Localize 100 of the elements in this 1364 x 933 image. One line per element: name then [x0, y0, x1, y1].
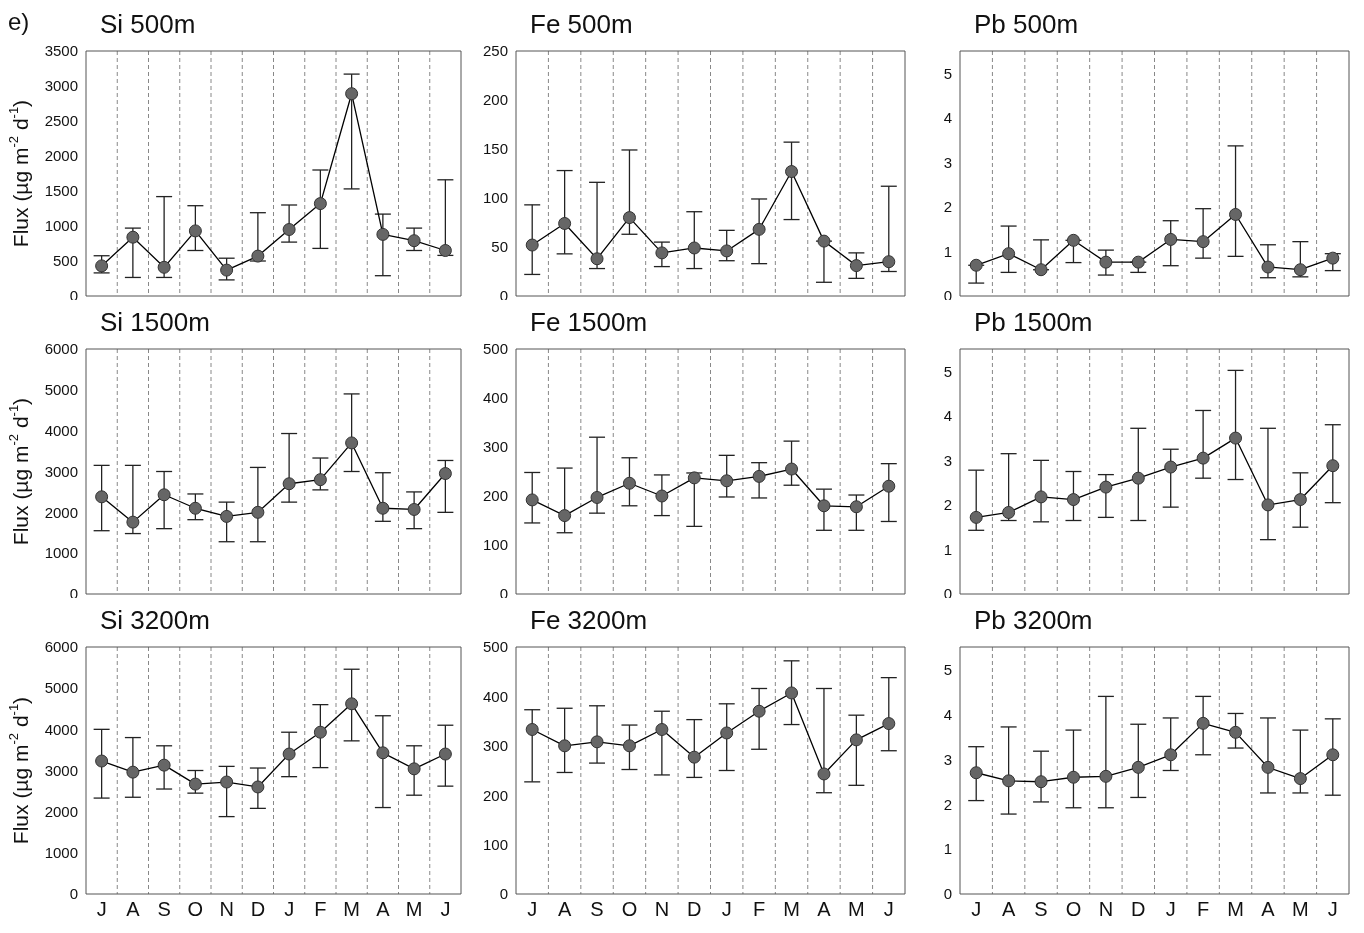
point: [251, 249, 265, 263]
point: [313, 725, 327, 739]
y-tick-label: 1: [943, 540, 952, 558]
point: [407, 762, 421, 776]
point: [251, 505, 265, 519]
point: [687, 750, 701, 764]
x-tick-label: J: [721, 898, 732, 921]
point: [376, 746, 390, 760]
point: [1034, 263, 1048, 277]
x-tick-label: M: [783, 898, 800, 921]
point: [220, 509, 234, 523]
point: [655, 723, 669, 736]
y-tick-label: 300: [482, 438, 508, 456]
point: [1034, 775, 1048, 789]
y-tick-label: 2: [943, 795, 952, 813]
point: [407, 234, 421, 248]
x-tick-label: S: [157, 898, 171, 921]
y-tick-label: 1000: [44, 844, 78, 862]
y-tick-label: 3: [943, 451, 952, 469]
point: [752, 704, 766, 718]
x-tick-label: O: [621, 898, 638, 921]
y-tick-label: 400: [482, 687, 508, 705]
point: [438, 467, 452, 481]
x-tick-label: N: [1098, 898, 1114, 921]
point: [1261, 498, 1275, 512]
point: [1293, 263, 1307, 277]
y-tick-label: 500: [482, 340, 508, 358]
point: [525, 238, 539, 252]
point: [1066, 770, 1080, 784]
x-tick-label: A: [126, 898, 141, 921]
point: [849, 259, 863, 273]
x-tick-label: N: [654, 898, 670, 921]
y-tick-label: 2000: [44, 147, 78, 165]
point: [849, 733, 863, 747]
y-tick-label: 3000: [44, 77, 78, 95]
point: [817, 499, 831, 513]
point: [655, 489, 669, 503]
point: [849, 500, 863, 514]
point: [1164, 748, 1178, 762]
y-tick-label: 2: [943, 198, 952, 216]
y-tick-label: 5000: [44, 679, 78, 697]
point: [1131, 760, 1145, 774]
point: [752, 222, 766, 236]
chart-title: Pb 1500m: [974, 306, 1093, 338]
point: [558, 216, 572, 230]
y-tick-label: 150: [482, 140, 508, 158]
point: [785, 686, 799, 700]
point: [590, 490, 604, 504]
point: [969, 510, 983, 524]
y-tick-label: 100: [482, 536, 508, 554]
point: [558, 509, 572, 523]
point: [1229, 725, 1243, 739]
point: [1131, 471, 1145, 485]
point: [817, 767, 831, 781]
x-tick-label: J: [971, 898, 982, 921]
point: [752, 469, 766, 483]
point: [969, 766, 983, 780]
y-tick-label: 2500: [44, 112, 78, 130]
point: [525, 723, 539, 736]
point: [590, 735, 604, 749]
x-tick-label: A: [1001, 898, 1016, 921]
point: [1066, 493, 1080, 507]
point: [1164, 460, 1178, 474]
y-tick-label: 5: [943, 362, 952, 380]
y-tick-label: 1000: [44, 544, 78, 562]
chart-title: Pb 500m: [974, 8, 1079, 40]
x-tick-label: J: [883, 898, 894, 921]
y-tick-label: 1: [943, 840, 952, 858]
x-tick-label: F: [314, 898, 327, 921]
point: [969, 258, 983, 272]
point: [1196, 235, 1210, 249]
point: [817, 234, 831, 248]
point: [157, 488, 171, 502]
point: [1099, 769, 1113, 783]
y-tick-label: 3000: [44, 761, 78, 779]
point: [313, 197, 327, 211]
x-tick-label: A: [557, 898, 572, 921]
point: [126, 765, 140, 779]
y-tick-label: 1: [943, 242, 952, 260]
x-tick-label: O: [187, 898, 204, 921]
x-tick-label: D: [250, 898, 266, 921]
point: [188, 777, 202, 791]
chart-title: Si 1500m: [100, 306, 210, 338]
point: [1261, 260, 1275, 274]
point: [95, 259, 109, 273]
point: [282, 747, 296, 761]
point: [282, 477, 296, 491]
point: [655, 246, 669, 260]
x-tick-label: J: [284, 898, 295, 921]
point: [126, 230, 140, 244]
y-tick-label: 2000: [44, 802, 78, 820]
point: [720, 244, 734, 258]
x-tick-label: M: [343, 898, 360, 921]
y-tick-label: 50: [491, 238, 508, 256]
x-tick-label: S: [590, 898, 604, 921]
y-tick-label: 500: [482, 638, 508, 656]
y-tick-label: 4000: [44, 720, 78, 738]
x-tick-label: D: [687, 898, 702, 921]
x-tick-label: F: [1197, 898, 1210, 921]
point: [1002, 505, 1016, 519]
